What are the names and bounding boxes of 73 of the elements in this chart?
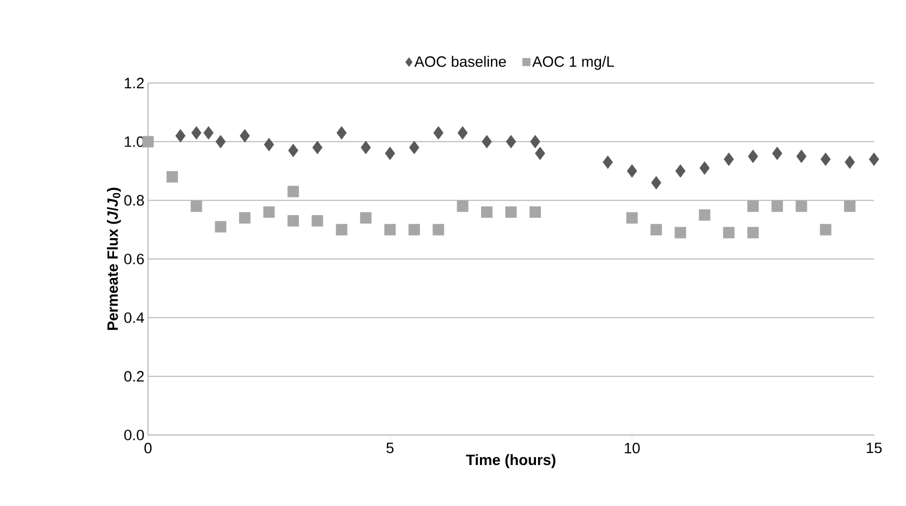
- point: [142, 136, 154, 148]
- point: [288, 186, 299, 198]
- point: [868, 152, 880, 166]
- point: [481, 206, 493, 218]
- x-axis-title: Time (hours): [466, 454, 556, 468]
- point: [216, 134, 226, 148]
- point: [191, 126, 202, 140]
- y-axis-title: Permeate Flux (J/J$_{0}$): [106, 188, 121, 330]
- point: [409, 140, 420, 154]
- point: [698, 209, 710, 221]
- point: [408, 224, 420, 236]
- point: [626, 212, 638, 224]
- x-tick-label: 10: [624, 442, 640, 454]
- y-tick-label: 0.6: [124, 254, 144, 264]
- point: [844, 200, 856, 212]
- point: [360, 212, 372, 224]
- point: [263, 206, 275, 218]
- point: [166, 171, 178, 183]
- point: [748, 150, 758, 164]
- x-tick-label: 0: [144, 442, 152, 454]
- point: [626, 164, 638, 178]
- point: [312, 215, 324, 227]
- point: [650, 224, 662, 236]
- point: [336, 224, 348, 236]
- point: [482, 134, 492, 148]
- point: [288, 144, 298, 158]
- point: [456, 200, 468, 212]
- point: [506, 134, 516, 148]
- point: [820, 224, 832, 236]
- point: [239, 212, 251, 224]
- y-tick-label: 1.2: [124, 78, 144, 88]
- point: [602, 155, 613, 169]
- point: [534, 146, 546, 160]
- point: [530, 206, 541, 218]
- point: [264, 138, 274, 152]
- point: [190, 200, 202, 212]
- x-tick-label: 15: [866, 442, 882, 454]
- point: [772, 146, 782, 160]
- point: [724, 152, 734, 166]
- point: [675, 164, 686, 178]
- point: [674, 226, 686, 238]
- point: [384, 224, 396, 236]
- point: [796, 150, 806, 164]
- y-tick-label: 0.8: [124, 195, 144, 206]
- legend-label: AOC 1 mg/L: [532, 56, 614, 70]
- point: [530, 134, 540, 148]
- point: [458, 126, 468, 140]
- point: [214, 221, 226, 232]
- point: [360, 140, 371, 154]
- point: [820, 152, 831, 166]
- point: [432, 224, 444, 236]
- point: [433, 126, 444, 140]
- point: [700, 161, 710, 175]
- point: [747, 200, 759, 212]
- point: [312, 140, 322, 154]
- point: [384, 146, 396, 160]
- y-tick-label: 0.2: [124, 371, 144, 382]
- point: [288, 215, 299, 227]
- point: [796, 200, 808, 212]
- y-tick-label: 0.4: [124, 312, 144, 323]
- x-tick-label: 5: [386, 442, 394, 454]
- point: [723, 226, 735, 238]
- point: [651, 176, 662, 190]
- point: [175, 129, 186, 142]
- point: [772, 200, 783, 212]
- legend-label: AOC baseline: [414, 56, 506, 67]
- point: [747, 226, 759, 238]
- point: [505, 206, 517, 218]
- point: [240, 129, 250, 142]
- point: [336, 126, 347, 140]
- y-tick-label: 0.0: [124, 430, 144, 440]
- point: [203, 126, 214, 140]
- point: [844, 155, 855, 169]
